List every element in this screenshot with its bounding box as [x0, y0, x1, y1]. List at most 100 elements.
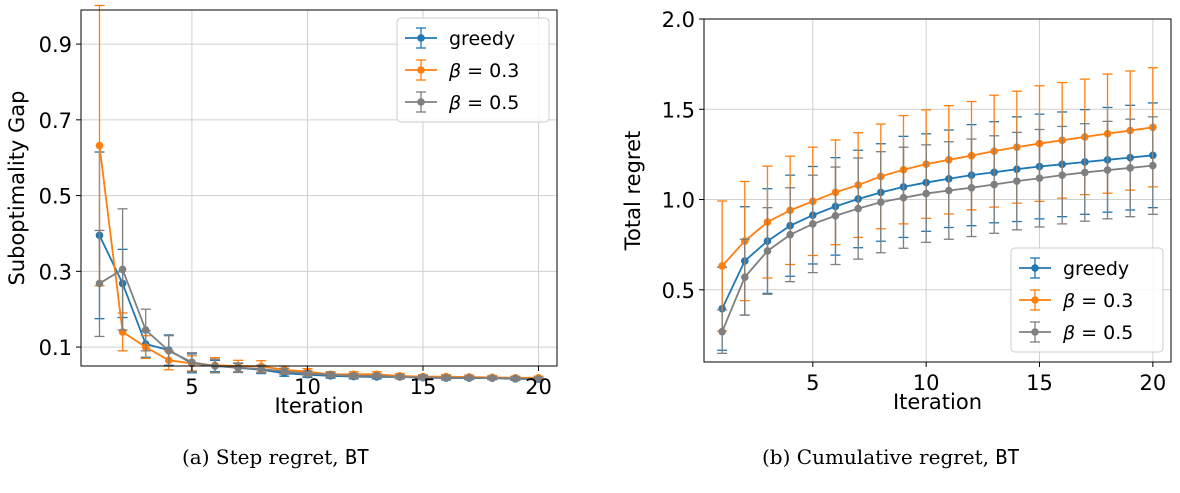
y-tick-label: 0.5 — [662, 279, 695, 303]
y-tick-label: 1.5 — [662, 98, 695, 122]
series--0-5 — [94, 208, 544, 383]
data-point — [741, 273, 749, 281]
data-point — [442, 373, 450, 382]
x-tick-label: 5 — [185, 375, 198, 399]
x-axis-label: Iteration — [274, 394, 363, 418]
y-axis-label: Suboptimality Gap — [5, 90, 29, 285]
y-tick-label: 2.0 — [662, 8, 695, 32]
data-point — [488, 374, 497, 382]
data-point — [854, 204, 862, 213]
legend-marker — [417, 34, 425, 42]
data-point — [165, 347, 173, 355]
x-tick-label: 5 — [806, 371, 819, 395]
legend-box — [1010, 247, 1164, 353]
series-greedy — [94, 151, 544, 384]
caption-a: (a) Step regret, BT — [182, 445, 370, 469]
x-tick-label: 20 — [525, 375, 552, 399]
x-tick-label: 10 — [294, 375, 321, 399]
data-point — [95, 141, 104, 150]
data-point — [1126, 164, 1134, 172]
data-point — [280, 367, 289, 376]
step-regret-chart: 5 10 15 20 0.1 0.3 0.5 0.7 0.9 Iteration Suboptima… — [5, 4, 558, 418]
legend-label: β = 0.5 — [448, 92, 519, 114]
legend-box — [396, 17, 550, 123]
data-point — [326, 370, 335, 379]
legend-marker — [417, 66, 425, 74]
legend-label: β = 0.3 — [1062, 290, 1133, 312]
x-tick-label: 15 — [1026, 371, 1053, 395]
x-axis-label: Iteration — [893, 390, 982, 414]
data-point — [141, 326, 150, 334]
data-point — [877, 198, 885, 207]
data-point — [945, 186, 953, 195]
cumulative-regret-chart: 5 10 15 20 0.5 1.0 1.5 2.0 Iteration Total regret… — [621, 8, 1172, 414]
data-point — [899, 193, 908, 202]
data-point — [1013, 177, 1021, 185]
legend-symbol: β — [1062, 290, 1075, 312]
y-tick-label: 0.7 — [39, 109, 72, 133]
data-point — [257, 365, 266, 373]
y-tick-label: 0.3 — [39, 260, 72, 284]
data-point — [534, 375, 543, 383]
x-tick-label: 10 — [913, 371, 940, 395]
legend-value: = 0.5 — [461, 92, 519, 114]
data-point — [718, 327, 726, 336]
data-point — [763, 247, 772, 255]
legend-marker — [1031, 296, 1039, 304]
data-point — [1103, 166, 1112, 174]
series-line — [99, 268, 539, 380]
legend-symbol: β — [1062, 322, 1075, 344]
legend-label: β = 0.3 — [448, 60, 519, 82]
series-line — [98, 145, 539, 379]
data-point — [349, 372, 358, 380]
legend-value: = 0.5 — [1075, 322, 1133, 344]
data-point — [372, 372, 381, 380]
legend-label: greedy — [1063, 258, 1129, 280]
data-point — [465, 373, 473, 382]
data-point — [303, 369, 312, 378]
data-point — [1081, 168, 1089, 177]
legend-symbol: β — [448, 60, 461, 82]
data-point — [718, 262, 726, 270]
y-tick-label: 1.0 — [662, 189, 695, 213]
data-point — [1035, 174, 1044, 183]
data-point — [990, 180, 998, 189]
series-line — [721, 126, 1153, 267]
legend-label: greedy — [449, 28, 515, 50]
y-tick-label: 0.5 — [39, 185, 72, 209]
x-tick-label: 15 — [410, 375, 437, 399]
data-point — [419, 373, 427, 382]
legend-value: = 0.3 — [1075, 290, 1133, 312]
plot-frame — [703, 18, 1172, 363]
y-tick-label: 0.1 — [39, 336, 72, 360]
data-point — [922, 189, 930, 198]
plot-frame — [80, 9, 558, 367]
legend-label: β = 0.5 — [1062, 322, 1133, 344]
y-axis-label: Total regret — [621, 131, 645, 251]
series-line — [721, 164, 1153, 333]
data-point — [118, 265, 127, 274]
legend-value: = 0.3 — [461, 60, 519, 82]
legend-marker — [1031, 328, 1039, 336]
data-point — [809, 220, 817, 228]
data-point — [95, 279, 104, 288]
legend-symbol: β — [448, 92, 461, 114]
caption-b: (b) Cumulative regret, BT — [762, 445, 1020, 469]
data-point — [396, 373, 404, 381]
data-point — [234, 363, 242, 372]
y-tick-label: 0.9 — [39, 33, 72, 57]
series--0-5 — [717, 116, 1158, 354]
x-tick-label: 20 — [1139, 371, 1166, 395]
data-point — [786, 230, 794, 239]
data-point — [188, 358, 196, 367]
data-point — [967, 183, 976, 192]
data-point — [511, 374, 520, 383]
legend-marker — [417, 98, 425, 106]
data-point — [831, 211, 840, 220]
data-point — [1149, 161, 1157, 170]
data-point — [1058, 171, 1066, 179]
legend-marker — [1031, 264, 1039, 272]
